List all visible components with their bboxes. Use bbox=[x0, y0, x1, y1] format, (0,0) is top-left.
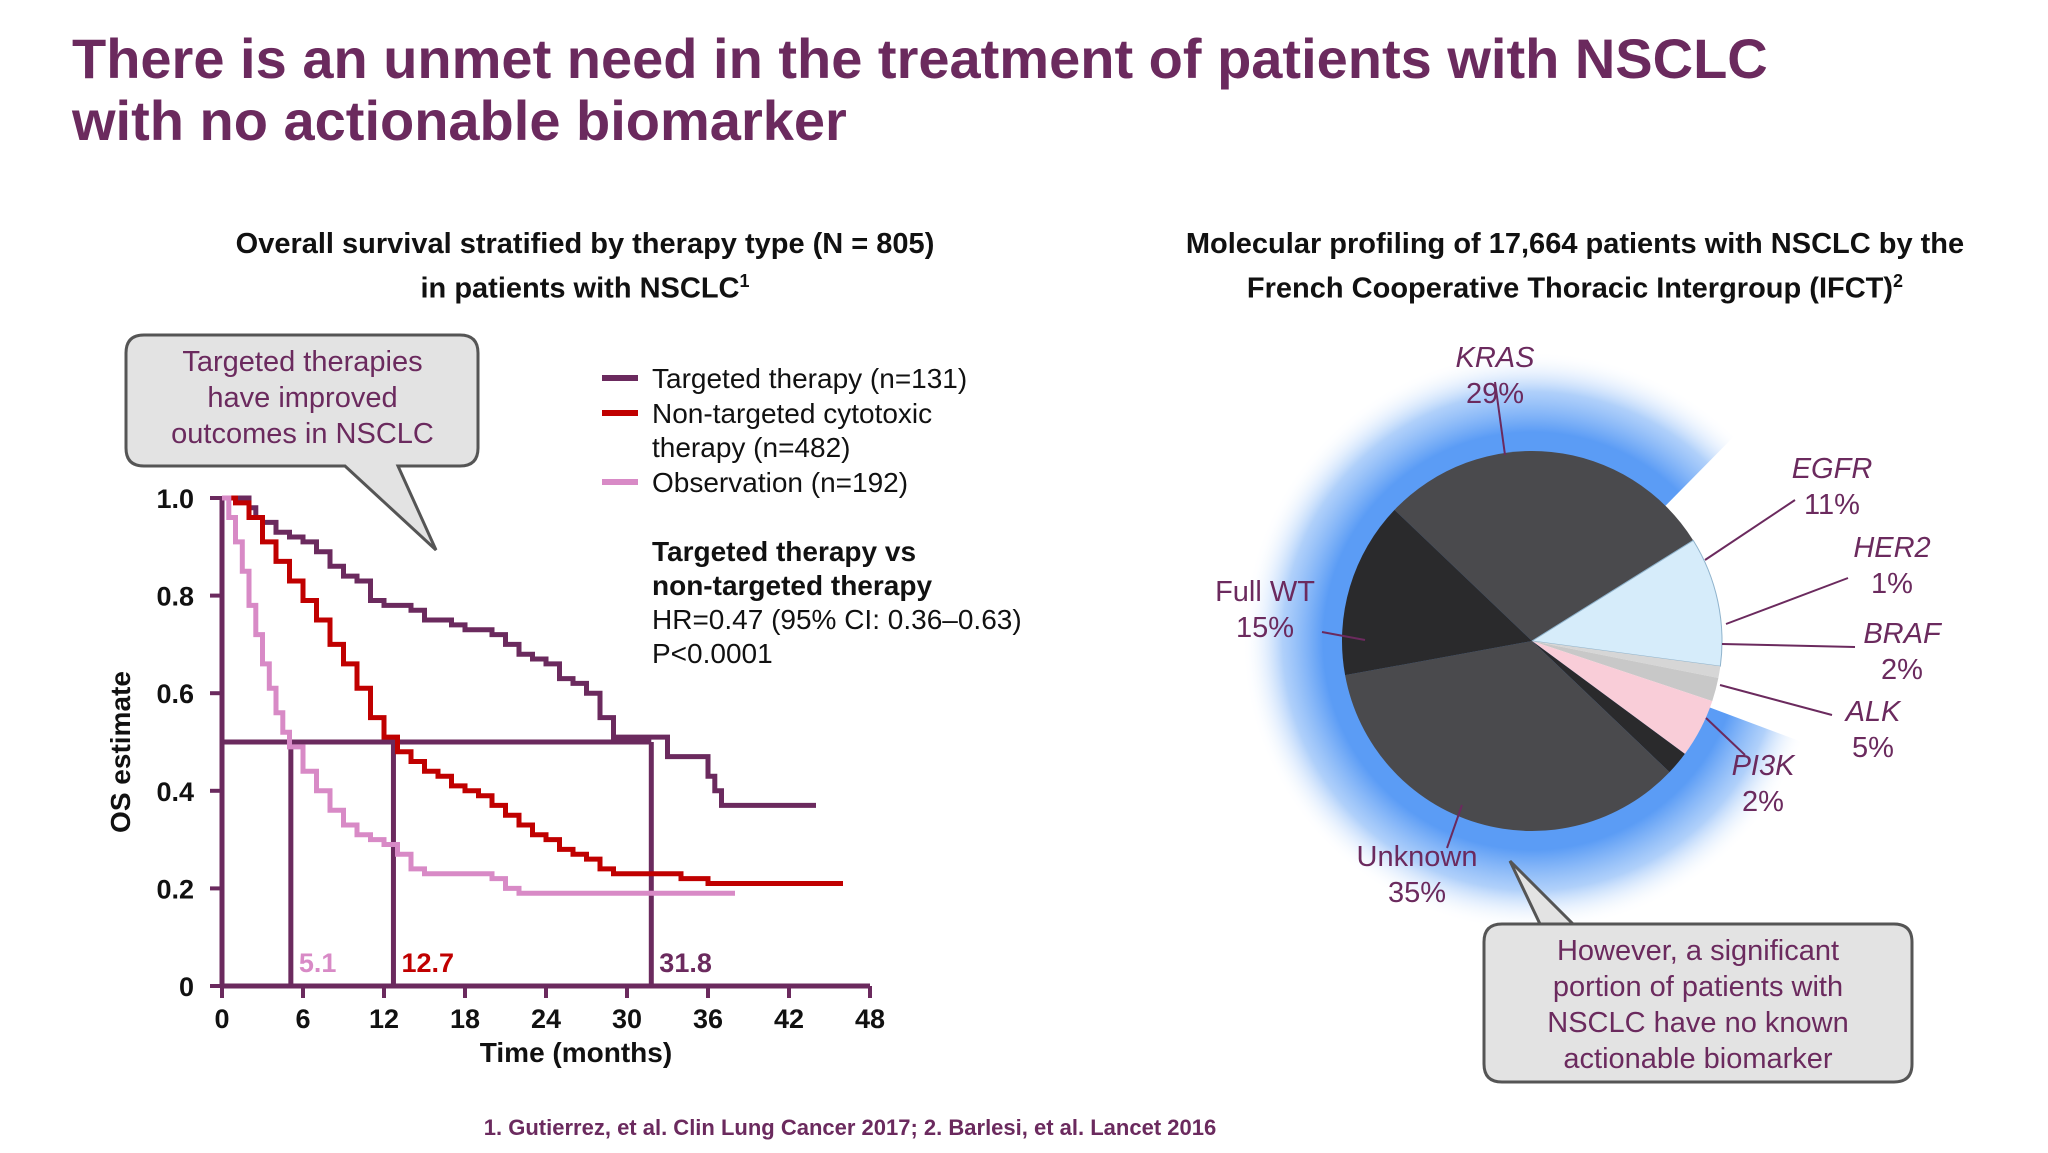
legend-label-observation: Observation (n=192) bbox=[652, 467, 908, 498]
legend-label-targeted: Targeted therapy (n=131) bbox=[652, 363, 967, 394]
pie-chart: KRAS 29% EGFR 11% HER2 1% BRAF 2% ALK 5% PI3K 2% Unk… bbox=[1215, 342, 1943, 931]
pie-leader-line bbox=[1719, 684, 1833, 716]
km-axes: 0 6 12 18 24 30 36 42 48 0 0.2 0.4 0.6 0.8 1.0 Time (mo… bbox=[105, 484, 885, 1068]
pie-callout bbox=[1482, 859, 1914, 1084]
km-callout bbox=[124, 333, 480, 552]
km-chart-title: Overall survival stratified by therapy t… bbox=[110, 226, 1060, 308]
stats-title-2: non-targeted therapy bbox=[652, 570, 932, 601]
pie-title-line2: French Cooperative Thoracic Intergroup (… bbox=[1246, 271, 1904, 305]
pie-slice-braf bbox=[1532, 641, 1719, 702]
km-x-axis-title: Time (months) bbox=[480, 1037, 672, 1068]
km-median-label: 12.7 bbox=[401, 948, 454, 978]
km-x-tick-label: 36 bbox=[693, 1004, 723, 1034]
pie-chart-title: Molecular profiling of 17,664 patients w… bbox=[1110, 226, 2040, 308]
pie-leader-line bbox=[1725, 577, 1849, 625]
pie-callout-line1: However, a significant bbox=[1556, 935, 1840, 967]
km-y-tick-label: 0.2 bbox=[156, 874, 194, 904]
pie-leader-line bbox=[1321, 631, 1366, 641]
km-curve bbox=[222, 495, 735, 896]
km-x-tick-label: 12 bbox=[369, 1004, 399, 1034]
legend-label-nontargeted-1: Non-targeted cytotoxic bbox=[652, 398, 932, 429]
km-curve bbox=[222, 495, 843, 886]
km-median-label: 31.8 bbox=[659, 948, 712, 978]
km-x-tick-label: 48 bbox=[855, 1004, 885, 1034]
pie-slice-her2 bbox=[1532, 641, 1721, 679]
km-y-tick-label: 1.0 bbox=[156, 484, 194, 514]
pie-callout-line2: portion of patients with bbox=[1552, 971, 1844, 1003]
slide-title: There is an unmet need in the treatment … bbox=[72, 27, 1768, 152]
pie-label-name: KRAS bbox=[1456, 342, 1536, 374]
stats-p: P<0.0001 bbox=[652, 638, 773, 669]
stats-hr: HR=0.47 (95% CI: 0.36–0.63) bbox=[652, 604, 1022, 635]
pie-label-name: PI3K bbox=[1732, 750, 1797, 782]
km-stats: Targeted therapy vs non-targeted therapy… bbox=[652, 536, 1022, 669]
pie-label-name: BRAF bbox=[1863, 618, 1943, 650]
km-legend: Targeted therapy (n=131) Non-targeted cy… bbox=[602, 363, 967, 498]
km-callout-line2: have improved bbox=[207, 382, 398, 414]
pie-label-value: 2% bbox=[1881, 654, 1923, 686]
pie-slice-alk bbox=[1532, 641, 1713, 754]
km-y-axis-title: OS estimate bbox=[105, 671, 136, 833]
pie-label-name: ALK bbox=[1844, 696, 1902, 728]
pie-leader-line bbox=[1705, 717, 1746, 756]
km-x-tick-label: 42 bbox=[774, 1004, 804, 1034]
pie-title-line1: Molecular profiling of 17,664 patients w… bbox=[1185, 228, 1965, 260]
footnote: 1. Gutierrez, et al. Clin Lung Cancer 20… bbox=[483, 1115, 1217, 1140]
pie-slice-pi3k bbox=[1532, 641, 1685, 773]
pie-callout-line4: actionable biomarker bbox=[1563, 1043, 1833, 1075]
pie-label-value: 29% bbox=[1466, 378, 1524, 410]
km-x-tick-label: 0 bbox=[214, 1004, 229, 1034]
pie-label-value: 35% bbox=[1388, 877, 1446, 909]
pie-label-name: Unknown bbox=[1357, 841, 1478, 873]
km-callout-line3: outcomes in NSCLC bbox=[171, 418, 434, 450]
km-median-label: 5.1 bbox=[299, 948, 337, 978]
km-callout-bubble bbox=[124, 333, 480, 552]
km-callout-line1: Targeted therapies bbox=[182, 346, 423, 378]
pie-label-value: 5% bbox=[1852, 732, 1894, 764]
km-x-tick-label: 18 bbox=[450, 1004, 480, 1034]
pie-callout-text: However, a significant portion of patien… bbox=[1486, 933, 1910, 1077]
km-x-tick-label: 30 bbox=[612, 1004, 642, 1034]
km-callout-text: Targeted therapies have improved outcome… bbox=[130, 344, 475, 452]
pie-label-value: 15% bbox=[1236, 612, 1294, 644]
pie-label-name: HER2 bbox=[1853, 532, 1930, 564]
pie-slice-unknown bbox=[1345, 641, 1670, 831]
pie-callout-line3: NSCLC have no known bbox=[1547, 1007, 1849, 1039]
pie-callout-bubble bbox=[1482, 859, 1914, 1084]
pie-labels: KRAS 29% EGFR 11% HER2 1% BRAF 2% ALK 5% PI3K 2% Unk… bbox=[1215, 342, 1943, 909]
pie-slice-kras bbox=[1394, 451, 1694, 641]
km-median-lines: 31.8 12.7 5.1 bbox=[222, 739, 712, 986]
km-title-line2: in patients with NSCLC1 bbox=[420, 271, 750, 305]
pie-label-name: Full WT bbox=[1215, 576, 1315, 608]
km-x-tick-label: 24 bbox=[531, 1004, 561, 1034]
legend-label-nontargeted-2: therapy (n=482) bbox=[652, 432, 850, 463]
pie-label-name: EGFR bbox=[1792, 453, 1873, 485]
km-title-line1: Overall survival stratified by therapy t… bbox=[235, 228, 935, 260]
km-y-tick-label: 0.8 bbox=[156, 582, 194, 612]
km-curves bbox=[222, 495, 843, 896]
pie-label-value: 2% bbox=[1742, 786, 1784, 818]
pie-slice-egfr bbox=[1530, 539, 1723, 667]
km-y-tick-label: 0.4 bbox=[156, 777, 194, 807]
pie-label-value: 1% bbox=[1871, 568, 1913, 600]
km-y-tick-label: 0.6 bbox=[156, 679, 194, 709]
pie-label-value: 11% bbox=[1804, 489, 1860, 521]
km-y-tick-label: 0 bbox=[179, 972, 194, 1002]
km-x-tick-label: 6 bbox=[295, 1004, 310, 1034]
pie-slice-full-wt bbox=[1342, 509, 1532, 676]
pie-slices bbox=[1342, 451, 1723, 831]
pie-leader-line bbox=[1446, 804, 1463, 849]
pie-leader-line bbox=[1494, 381, 1506, 456]
pie-leader-line bbox=[1721, 643, 1856, 648]
km-curve bbox=[222, 495, 816, 808]
stats-title-1: Targeted therapy vs bbox=[652, 536, 916, 567]
pie-leader-line bbox=[1704, 499, 1796, 561]
